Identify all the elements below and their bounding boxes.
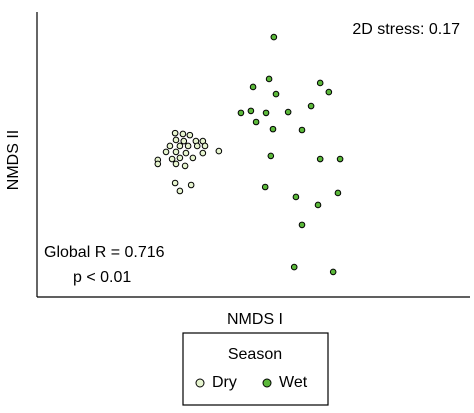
global-r-annotation: Global R = 0.716 <box>44 244 165 261</box>
point <box>181 162 189 170</box>
point <box>171 129 179 137</box>
x-axis-label: NMDS I <box>227 311 283 328</box>
point <box>247 107 255 115</box>
point <box>269 125 277 133</box>
point <box>237 109 245 117</box>
legend-marker <box>195 378 205 388</box>
point <box>298 126 306 134</box>
point <box>316 79 324 87</box>
point <box>314 201 322 209</box>
point <box>166 142 174 150</box>
point <box>172 148 180 156</box>
point <box>176 142 184 150</box>
y-axis-label: NMDS II <box>5 130 22 190</box>
point <box>265 75 273 83</box>
point <box>193 142 201 150</box>
point <box>180 137 188 145</box>
legend-title: Season <box>228 346 282 363</box>
point <box>329 268 337 276</box>
point <box>292 193 300 201</box>
legend-label: Dry <box>212 374 237 391</box>
point <box>201 142 209 150</box>
point <box>334 189 342 197</box>
point <box>298 221 306 229</box>
point <box>272 90 280 98</box>
point <box>171 179 179 187</box>
legend-marker <box>262 378 272 388</box>
point <box>168 155 176 163</box>
point <box>176 187 184 195</box>
point <box>199 149 207 157</box>
point <box>187 181 195 189</box>
point <box>262 109 270 117</box>
point <box>261 183 269 191</box>
point <box>267 152 275 160</box>
point <box>290 263 298 271</box>
point <box>316 155 324 163</box>
point <box>172 136 180 144</box>
point <box>249 83 257 91</box>
point <box>189 154 197 162</box>
legend-box <box>182 332 329 406</box>
p-value-annotation: p < 0.01 <box>73 269 131 286</box>
point <box>172 160 180 168</box>
point <box>176 154 184 162</box>
point <box>179 130 187 138</box>
point <box>154 160 162 168</box>
point <box>186 131 194 139</box>
point <box>284 108 292 116</box>
legend-label: Wet <box>279 374 308 391</box>
point <box>182 149 190 157</box>
legend: Season Dry Wet <box>182 332 329 406</box>
point <box>252 118 260 126</box>
point <box>307 102 315 110</box>
point <box>184 142 192 150</box>
point <box>162 148 170 156</box>
point <box>336 155 344 163</box>
point <box>270 33 278 41</box>
point <box>215 147 223 155</box>
point <box>325 88 333 96</box>
stress-annotation: 2D stress: 0.17 <box>352 21 460 38</box>
